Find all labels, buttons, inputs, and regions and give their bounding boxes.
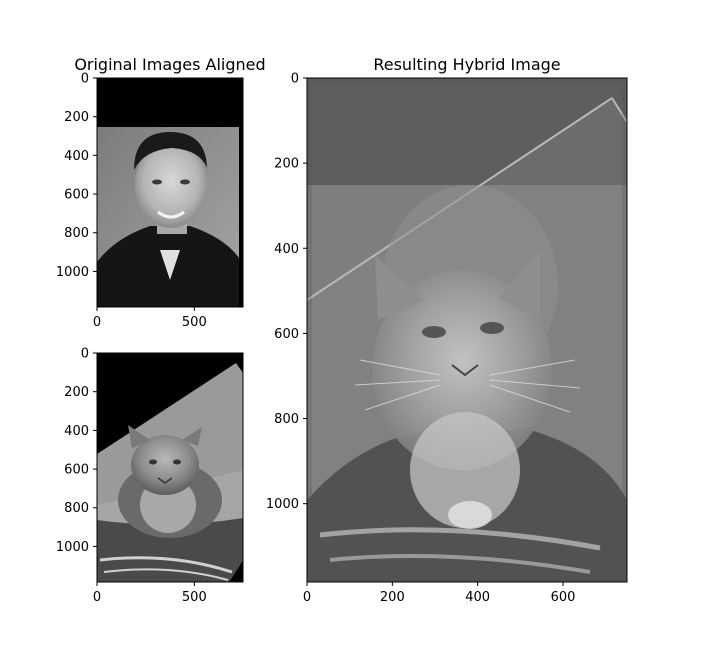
panel-3-title: Resulting Hybrid Image	[373, 55, 560, 74]
y-tick-label: 0	[81, 347, 89, 362]
y-tick-label: 600	[274, 327, 299, 342]
y-tick-label: 0	[81, 72, 89, 87]
y-tick-label: 400	[64, 424, 89, 439]
y-tick-label: 1000	[56, 265, 89, 280]
y-tick-label: 800	[64, 226, 89, 241]
x-tick-label: 500	[182, 315, 207, 330]
panel-1-title: Original Images Aligned	[74, 55, 265, 74]
x-tick-label: 0	[303, 590, 311, 605]
x-tick-label: 400	[465, 590, 490, 605]
y-tick-label: 200	[274, 157, 299, 172]
x-tick-label: 0	[93, 590, 101, 605]
y-tick-label: 1000	[56, 540, 89, 555]
panel-1-image	[97, 78, 243, 307]
y-tick-label: 0	[291, 72, 299, 87]
y-tick-label: 800	[274, 412, 299, 427]
panel-2-image	[97, 353, 243, 582]
panel-1-frame	[96, 77, 244, 308]
panel-2-frame	[96, 352, 244, 583]
panel-3-frame	[306, 77, 628, 583]
x-tick-label: 500	[182, 590, 207, 605]
x-tick-label: 600	[551, 590, 576, 605]
y-tick-label: 200	[64, 110, 89, 125]
y-tick-label: 600	[64, 463, 89, 478]
panel-3-image	[307, 78, 627, 582]
y-tick-label: 200	[64, 385, 89, 400]
y-tick-label: 800	[64, 501, 89, 516]
x-tick-label: 0	[93, 315, 101, 330]
y-tick-label: 400	[64, 149, 89, 164]
y-tick-label: 600	[64, 188, 89, 203]
y-tick-label: 400	[274, 242, 299, 257]
x-tick-label: 200	[380, 590, 405, 605]
y-tick-label: 1000	[266, 497, 299, 512]
